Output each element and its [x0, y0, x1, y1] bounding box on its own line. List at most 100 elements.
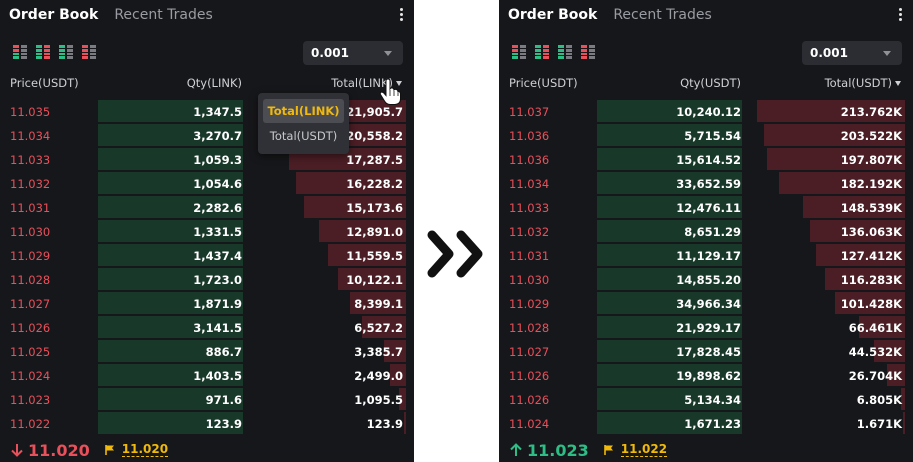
- order-row[interactable]: 11.027 1,871.9 8,399.1: [0, 292, 414, 316]
- row-price: 11.028: [509, 321, 550, 335]
- order-row[interactable]: 11.036 5,715.54 203.522K: [499, 124, 913, 148]
- row-qty: 1,671.23: [684, 417, 741, 431]
- order-row[interactable]: 11.036 15,614.52 197.807K: [499, 148, 913, 172]
- qty-depth-bar: [597, 364, 742, 386]
- total-unit-caret-icon[interactable]: [895, 81, 901, 86]
- qty-depth-bar: [98, 268, 243, 290]
- row-qty: 19,898.62: [676, 369, 741, 383]
- row-qty: 15,614.52: [676, 153, 741, 167]
- order-row[interactable]: 11.026 3,141.5 6,527.2: [0, 316, 414, 340]
- order-row[interactable]: 11.026 19,898.62 26.704K: [499, 364, 913, 388]
- order-row[interactable]: 11.035 1,347.5 21,905.7: [0, 100, 414, 124]
- view-sell-icon[interactable]: [82, 45, 96, 59]
- view-both-icon[interactable]: [512, 45, 526, 59]
- order-row[interactable]: 11.030 14,855.20 116.283K: [499, 268, 913, 292]
- qty-depth-bar: [98, 124, 243, 146]
- qty-depth-bar: [98, 412, 243, 434]
- tab-order-book[interactable]: Order Book: [9, 7, 99, 23]
- row-price: 11.027: [509, 345, 550, 359]
- qty-depth-bar: [597, 172, 742, 194]
- view-split-icon[interactable]: [36, 45, 50, 59]
- order-row[interactable]: 11.030 1,331.5 12,891.0: [0, 220, 414, 244]
- view-split-icon[interactable]: [535, 45, 549, 59]
- total-depth-bar: [810, 220, 905, 242]
- mark-price[interactable]: 11.022: [620, 442, 668, 457]
- tab-recent-trades[interactable]: Recent Trades: [114, 7, 213, 23]
- total-depth-bar: [362, 316, 406, 338]
- view-sell-icon[interactable]: [581, 45, 595, 59]
- row-price: 11.033: [509, 201, 550, 215]
- header-qty: Qty(USDT): [680, 76, 741, 90]
- precision-select[interactable]: 0.001: [802, 41, 902, 65]
- qty-depth-bar: [98, 172, 243, 194]
- order-row[interactable]: 11.025 886.7 3,385.7: [0, 340, 414, 364]
- dropdown-option-total-usdt[interactable]: Total(USDT): [269, 129, 338, 143]
- more-options-icon[interactable]: [397, 5, 405, 23]
- order-row[interactable]: 11.022 123.9 123.9: [0, 412, 414, 436]
- last-price-footer: 11.023 11.022: [509, 438, 668, 462]
- order-row[interactable]: 11.026 5,134.34 6.805K: [499, 388, 913, 412]
- row-price: 11.024: [509, 417, 550, 431]
- precision-select[interactable]: 0.001: [303, 41, 403, 65]
- row-price: 11.030: [509, 273, 550, 287]
- row-price: 11.034: [509, 177, 550, 191]
- arrow-down-icon: [11, 444, 23, 457]
- qty-depth-bar: [597, 412, 742, 434]
- row-qty: 1,331.5: [193, 225, 242, 239]
- view-buy-icon[interactable]: [59, 45, 73, 59]
- row-price: 11.024: [10, 369, 51, 383]
- order-row[interactable]: 11.029 1,437.4 11,559.5: [0, 244, 414, 268]
- qty-depth-bar: [98, 364, 243, 386]
- precision-value: 0.001: [810, 46, 848, 60]
- row-total: 182.192K: [840, 177, 902, 191]
- row-total: 3,385.7: [354, 345, 403, 359]
- order-row[interactable]: 11.034 33,652.59 182.192K: [499, 172, 913, 196]
- order-row[interactable]: 11.033 12,476.11 148.539K: [499, 196, 913, 220]
- qty-depth-bar: [98, 292, 243, 314]
- row-qty: 1,437.4: [193, 249, 242, 263]
- row-price: 11.036: [509, 129, 550, 143]
- order-row[interactable]: 11.029 34,966.34 101.428K: [499, 292, 913, 316]
- more-options-icon[interactable]: [896, 5, 904, 23]
- order-row[interactable]: 11.027 17,828.45 44.532K: [499, 340, 913, 364]
- order-row[interactable]: 11.028 21,929.17 66.461K: [499, 316, 913, 340]
- order-row[interactable]: 11.034 3,270.7 20,558.2: [0, 124, 414, 148]
- dropdown-option-total-link[interactable]: Total(LINK): [263, 99, 344, 123]
- total-depth-bar: [350, 292, 406, 314]
- total-depth-bar: [384, 340, 406, 362]
- order-book-panel-before: Order Book Recent Trades 0.001 Price(USD…: [0, 0, 414, 462]
- row-total: 11,559.5: [346, 249, 403, 263]
- precision-value: 0.001: [311, 46, 349, 60]
- order-row[interactable]: 11.032 1,054.6 16,228.2: [0, 172, 414, 196]
- order-row[interactable]: 11.037 10,240.12 213.762K: [499, 100, 913, 124]
- order-row[interactable]: 11.033 1,059.3 17,287.5: [0, 148, 414, 172]
- tab-recent-trades[interactable]: Recent Trades: [613, 7, 712, 23]
- header-total[interactable]: Total(LINK): [331, 76, 393, 90]
- tab-bar: Order Book Recent Trades: [9, 5, 213, 25]
- view-buy-icon[interactable]: [558, 45, 572, 59]
- order-row[interactable]: 11.023 971.6 1,095.5: [0, 388, 414, 412]
- order-row[interactable]: 11.024 1,671.23 1.671K: [499, 412, 913, 436]
- row-qty: 1,347.5: [193, 105, 242, 119]
- row-price: 11.037: [509, 105, 550, 119]
- row-total: 116.283K: [840, 273, 902, 287]
- tab-order-book[interactable]: Order Book: [508, 7, 598, 23]
- mark-price[interactable]: 11.020: [121, 442, 169, 457]
- order-row[interactable]: 11.024 1,403.5 2,499.0: [0, 364, 414, 388]
- qty-depth-bar: [597, 220, 742, 242]
- row-total: 44.532K: [848, 345, 902, 359]
- view-both-icon[interactable]: [13, 45, 27, 59]
- order-row[interactable]: 11.031 11,129.17 127.412K: [499, 244, 913, 268]
- column-header: Price(USDT) Qty(USDT) Total(USDT): [499, 74, 913, 92]
- order-row[interactable]: 11.031 2,282.6 15,173.6: [0, 196, 414, 220]
- order-row[interactable]: 11.032 8,651.29 136.063K: [499, 220, 913, 244]
- total-unit-dropdown: Total(LINK) Total(USDT): [258, 93, 349, 154]
- qty-depth-bar: [98, 316, 243, 338]
- qty-depth-bar: [98, 148, 243, 170]
- last-price-footer: 11.020 11.020: [10, 438, 169, 462]
- total-unit-caret-icon[interactable]: [396, 81, 402, 86]
- order-row[interactable]: 11.028 1,723.0 10,122.1: [0, 268, 414, 292]
- view-mode-group: [512, 45, 595, 59]
- header-total[interactable]: Total(USDT): [824, 76, 892, 90]
- row-qty: 1,723.0: [193, 273, 242, 287]
